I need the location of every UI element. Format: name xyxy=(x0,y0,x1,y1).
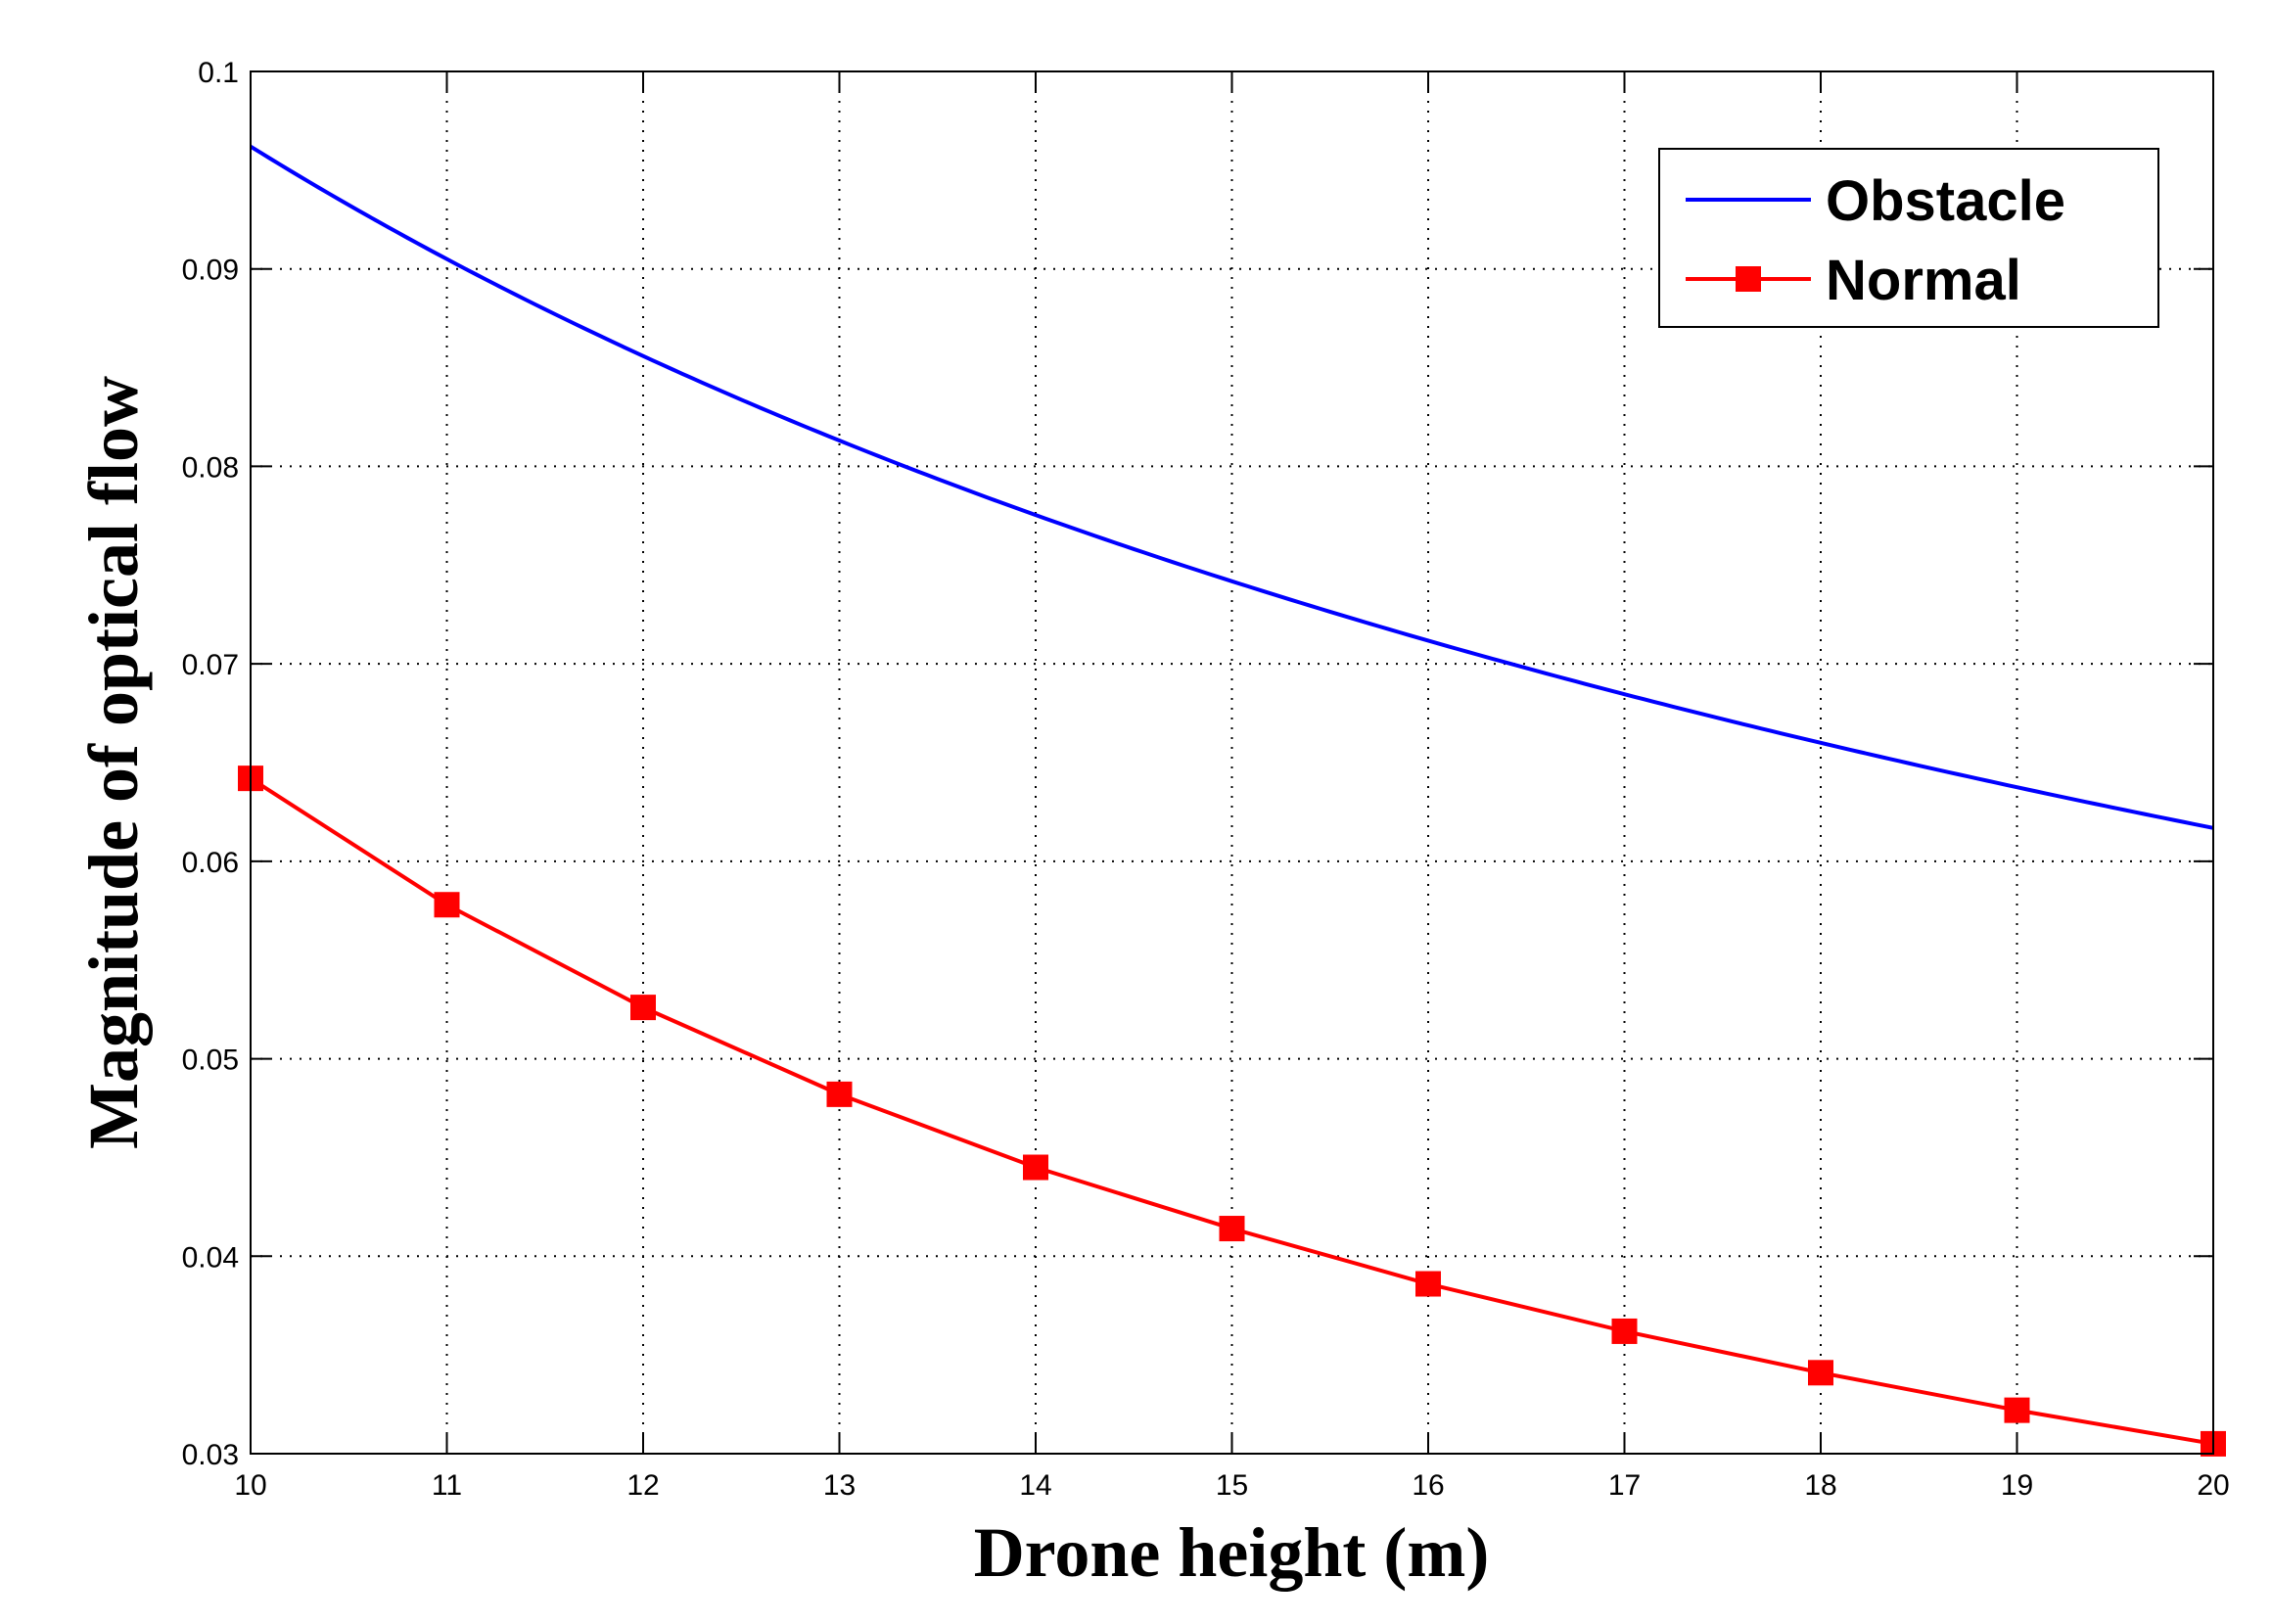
x-tick-label: 11 xyxy=(432,1469,462,1502)
data-point-normal xyxy=(434,892,460,918)
y-tick-label: 0.04 xyxy=(182,1241,239,1274)
data-point-normal xyxy=(1219,1216,1245,1242)
data-point-normal xyxy=(630,995,656,1021)
plot-frame xyxy=(250,70,2214,1455)
y-tick-labels: 0.03 0.04 0.05 0.06 0.07 0.08 0.09 0.1 xyxy=(182,57,239,1471)
y-tick-label: 0.06 xyxy=(182,847,239,879)
x-tick-label: 14 xyxy=(1019,1469,1051,1502)
x-tick-label: 19 xyxy=(2001,1469,2033,1502)
y-tick-label: 0.1 xyxy=(198,57,239,89)
data-point-normal xyxy=(1415,1271,1441,1297)
x-tick-label: 16 xyxy=(1412,1469,1444,1502)
x-tick-label: 12 xyxy=(626,1469,659,1502)
series-line-obstacle xyxy=(249,144,2214,830)
legend-box xyxy=(1658,148,2159,328)
x-tick-label: 20 xyxy=(2197,1469,2229,1502)
legend-normal-label: Normal xyxy=(1826,249,2021,312)
series-obstacle xyxy=(249,144,2214,830)
x-tick-label: 17 xyxy=(1608,1469,1641,1502)
data-point-normal xyxy=(1808,1360,1833,1386)
x-tick-label: 10 xyxy=(234,1469,266,1502)
y-tick-label: 0.08 xyxy=(182,451,239,484)
x-axis-title: Drone height (m) xyxy=(974,1513,1490,1592)
legend-normal-marker xyxy=(1736,266,1761,292)
data-point-normal xyxy=(2004,1397,2030,1423)
y-tick-label: 0.09 xyxy=(182,255,239,287)
y-tick-label: 0.07 xyxy=(182,649,239,681)
legend-obstacle-label: Obstacle xyxy=(1826,169,2065,233)
legend: Obstacle Normal xyxy=(1658,148,2159,328)
x-tick-labels: 10 11 12 13 14 15 16 17 18 19 20 xyxy=(234,1469,2229,1502)
y-tick-label: 0.03 xyxy=(182,1439,239,1471)
x-tick-label: 18 xyxy=(1804,1469,1836,1502)
x-tick-label: 15 xyxy=(1216,1469,1248,1502)
y-tick-label: 0.05 xyxy=(182,1044,239,1077)
data-point-normal xyxy=(1023,1154,1048,1181)
y-axis-title: Magnitude of optical flow xyxy=(74,376,153,1149)
data-point-normal xyxy=(826,1081,853,1107)
x-tick-label: 13 xyxy=(823,1469,856,1502)
data-point-normal xyxy=(1611,1318,1638,1344)
